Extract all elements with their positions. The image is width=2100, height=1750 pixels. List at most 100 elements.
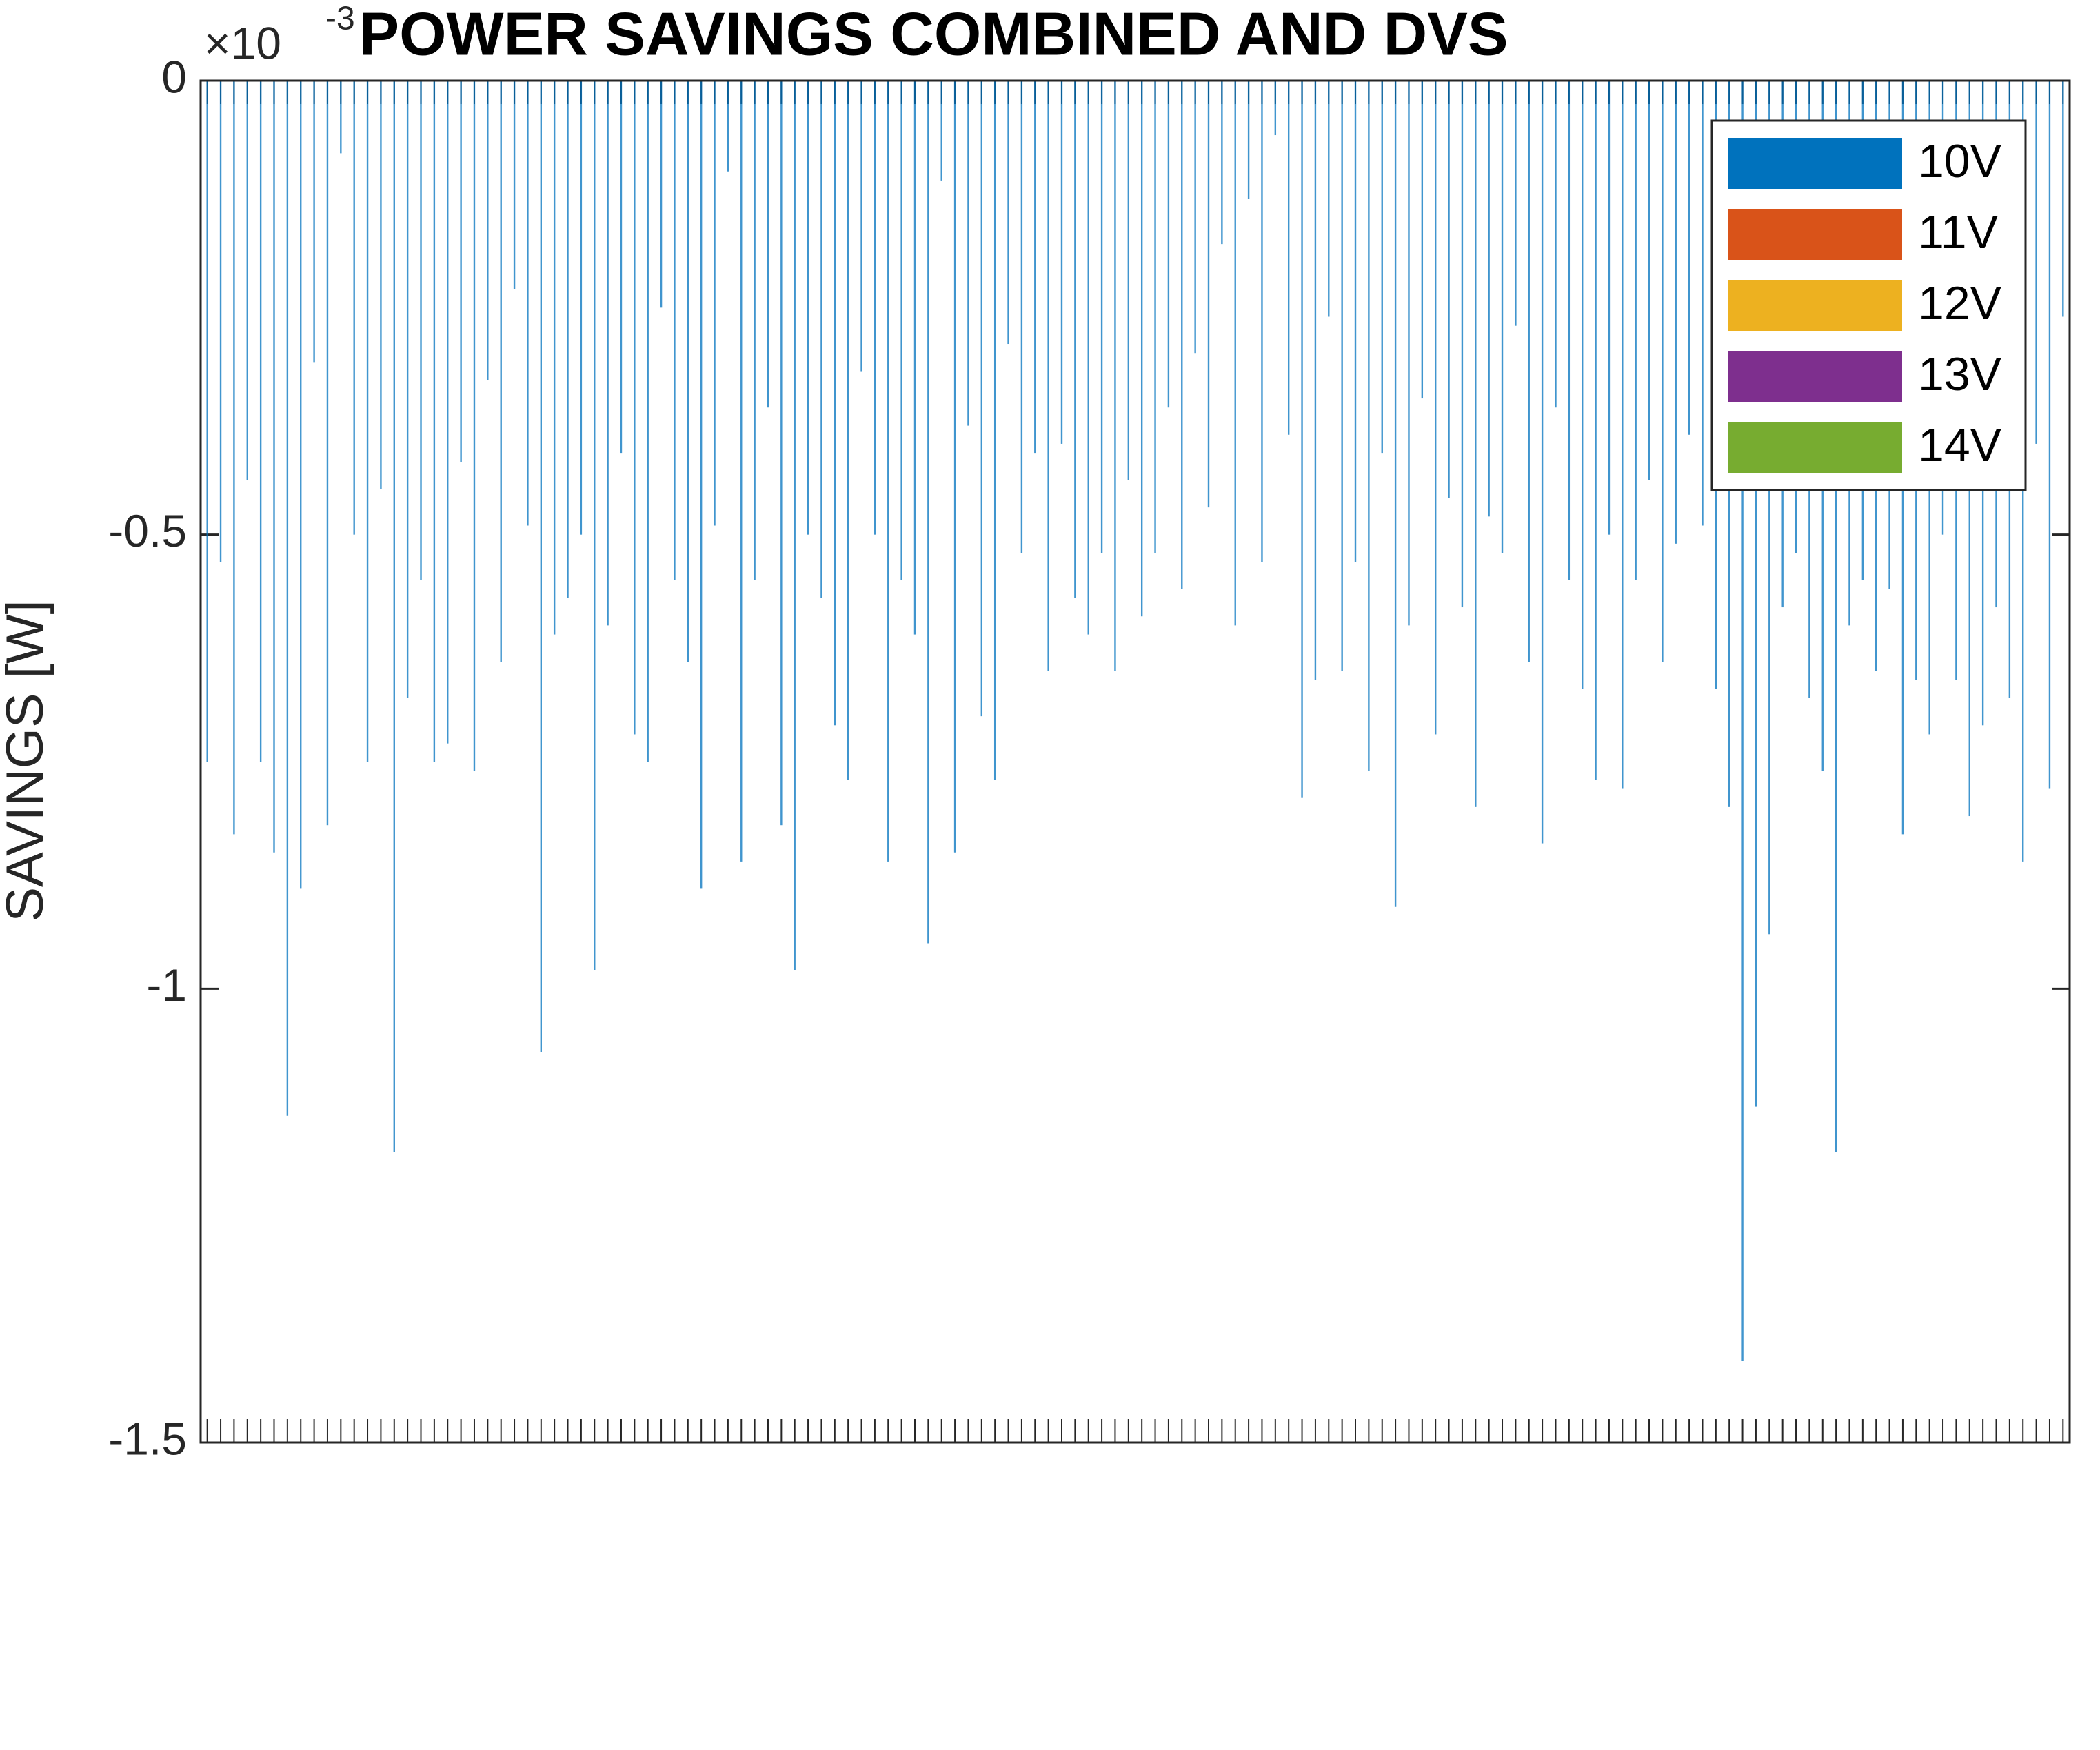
bar [607,81,609,626]
y-tick-label: -1 [146,959,187,1010]
bar [1448,81,1450,498]
bar [1662,81,1664,662]
y-multiplier-exponent: -3 [325,1,355,37]
bar [567,81,569,598]
bar [1140,81,1143,617]
bar [714,81,716,526]
bar [447,81,449,744]
bar [540,81,542,1052]
bar [1274,81,1277,136]
bar [1768,81,1770,935]
bar [620,81,623,454]
bar [1394,81,1397,907]
bar [1582,81,1584,689]
y-tick-label: 0 [161,51,187,102]
bar [487,81,489,380]
bar [967,81,969,426]
bar [420,81,422,580]
bar [1154,81,1156,553]
legend-swatch [1728,209,1902,260]
bar [2035,81,2037,444]
bar [1622,81,1624,789]
bar [1020,81,1023,553]
bar [513,81,516,289]
bar [580,81,583,535]
bar [1555,81,1557,408]
bar [1461,81,1464,608]
bar [1568,81,1571,580]
bar [219,81,222,562]
bar [1034,81,1036,454]
bar [1287,81,1290,435]
bar [1488,81,1490,517]
legend-label: 12V [1918,277,2002,329]
bar [1475,81,1477,807]
bar [366,81,369,762]
bar [1368,81,1370,771]
bar [1755,81,1757,1107]
y-tick-label: -1.5 [108,1413,187,1464]
bar [1501,81,1504,553]
bar [1515,81,1517,326]
bar [767,81,769,408]
bar [900,81,902,580]
bar [1595,81,1597,780]
legend-swatch [1728,138,1902,189]
legend-swatch [1728,280,1902,331]
bar [1167,81,1170,408]
legend-swatch [1728,422,1902,473]
bar [727,81,729,172]
y-multiplier: ×10 [204,17,281,68]
bar [1100,81,1103,553]
legend-label: 10V [1918,135,2002,187]
bar [594,81,596,970]
bar [1702,81,1704,526]
bar [206,81,208,762]
bar [1434,81,1437,735]
bar [1181,81,1183,589]
bar [1608,81,1611,535]
bar [1314,81,1317,680]
bar [1381,81,1383,454]
bar [1741,81,1744,1361]
bar [553,81,556,635]
bar [687,81,689,662]
bar [1261,81,1263,562]
bar [1007,81,1009,345]
bar [1528,81,1530,662]
bar [674,81,676,580]
bar [780,81,783,826]
bar [1234,81,1236,626]
bar [2048,81,2051,789]
bar [1194,81,1196,354]
bar [1087,81,1089,635]
bar [1207,81,1210,508]
bar [2062,81,2064,317]
chart-title: POWER SAVINGS COMBINED AND DVS [359,0,1508,68]
bar [953,81,956,853]
bar [1301,81,1303,798]
bar [820,81,822,598]
bar [980,81,983,717]
bar [1635,81,1637,580]
bar [1675,81,1677,544]
bar [634,81,636,735]
bar [794,81,796,970]
legend-label: 11V [1918,206,1999,258]
legend-label: 14V [1918,419,2002,471]
bar [1047,81,1049,671]
bar [660,81,663,308]
bar [380,81,382,489]
bar [286,81,289,1116]
bar [1421,81,1424,399]
bar [1354,81,1357,562]
bar [500,81,502,662]
y-tick-label: -0.5 [108,505,187,556]
bar [1541,81,1544,844]
bar [1060,81,1063,444]
bar [259,81,262,762]
axes-frame [199,79,2071,1444]
bar [1114,81,1116,671]
bar [1127,81,1130,480]
